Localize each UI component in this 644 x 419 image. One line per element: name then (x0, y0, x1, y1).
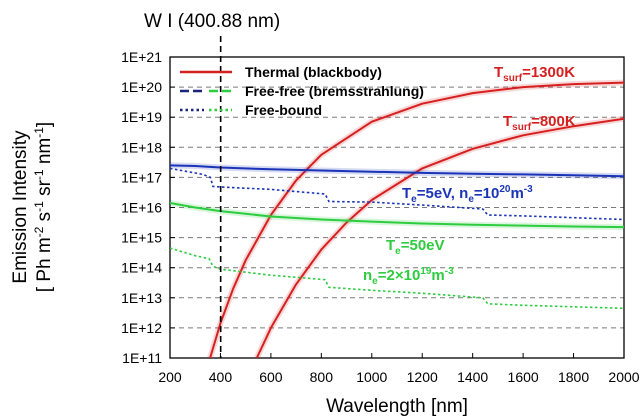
annotation-plasma-50ev: Te=50eV (386, 237, 445, 257)
y-tick-labels: 1E+11 1E+12 1E+13 1E+14 1E+15 1E+16 1E+17 1E+18… (121, 49, 175, 366)
x-tick-label: 200 (158, 369, 182, 385)
series-line-0 (209, 81, 624, 358)
x-tick-label: 800 (310, 369, 334, 385)
x-tick-label: 2000 (608, 369, 639, 385)
series-line-2 (170, 164, 624, 178)
series-line-4 (170, 202, 624, 229)
annotation-tsurf-800k: Tsurf=800K (503, 113, 576, 133)
x-tick-label: 600 (259, 369, 283, 385)
x-tick-label: 1800 (558, 369, 589, 385)
x-tick-label: 400 (209, 369, 233, 385)
y-tick-label: 1E+16 (121, 200, 162, 216)
annotation-tsurf-1300k: Tsurf=1300K (494, 64, 575, 84)
series-line-5 (170, 247, 624, 310)
x-tick-label: 1000 (356, 369, 387, 385)
y-tick-label: 1E+14 (121, 260, 162, 276)
y-tick-label: 1E+15 (121, 230, 162, 246)
legend-label-freefree: Free-free (bremsstrahlung) (245, 83, 424, 99)
annotation-density-2e19: ne=2×1019m-3 (363, 266, 454, 287)
legend-label-freebound: Free-bound (245, 102, 322, 118)
y-axis-label-line1: Emission Intensity (10, 130, 31, 284)
y-axis-label: Emission Intensity [ Ph m-2 s-1 sr-1 nm-… (10, 122, 55, 292)
annotation-plasma-5ev: Te=5eV, ne=1020m-3 (402, 184, 533, 205)
grid-lines (170, 86, 624, 329)
y-tick-label: 1E+21 (121, 49, 162, 65)
x-tick-label: 1600 (508, 369, 539, 385)
y-tick-label: 1E+18 (121, 139, 162, 155)
x-tick-label: 1200 (407, 369, 438, 385)
y-tick-label: 1E+20 (121, 79, 162, 95)
x-tick-labels: 200 400 600 800 1000 1200 1400 1600 1800 2000 (158, 353, 640, 385)
y-axis-label-line2: [ Ph m-2 s-1 sr-1 nm-1] (32, 122, 55, 292)
y-tick-label: 1E+19 (121, 109, 162, 125)
y-tick-label: 1E+17 (121, 169, 162, 185)
x-tick-label: 1400 (457, 369, 488, 385)
y-tick-label: 1E+12 (121, 320, 162, 336)
series-line-3 (170, 167, 624, 221)
x-axis-label: Wavelength [nm] (326, 396, 468, 417)
series-group (170, 79, 624, 358)
series-line-1 (255, 117, 624, 358)
legend: Thermal (blackbody) Free-free (bremsstra… (180, 64, 424, 118)
reference-line-label: W I (400.88 nm) (144, 11, 280, 32)
y-tick-label: 1E+11 (122, 350, 162, 366)
legend-label-thermal: Thermal (blackbody) (245, 64, 382, 80)
y-tick-label: 1E+13 (121, 290, 162, 306)
